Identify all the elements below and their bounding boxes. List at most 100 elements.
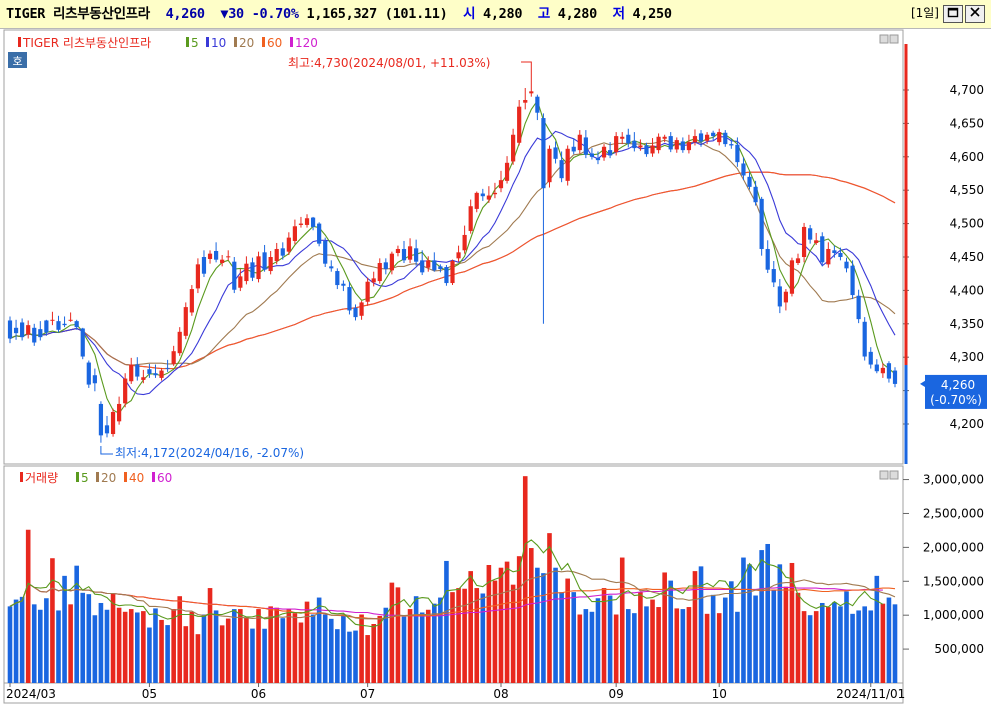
volume-bar [638,592,643,683]
candle-body [353,307,358,318]
candle-body [304,218,310,225]
candle-body [553,147,558,159]
candle-body [238,276,243,288]
vma5-line [9,539,884,628]
volume-bar [450,592,455,683]
volume-bar [134,612,140,683]
volume-bar [165,625,170,683]
window-controls: [1일] [909,5,985,23]
volume-bar [880,603,886,683]
candle-body [741,163,746,176]
candle-body [504,162,510,181]
candle-body [438,266,443,270]
volume-bar [516,556,522,683]
candle-body [717,132,722,143]
chart-area: 4,2004,2504,3004,3504,4004,4504,5004,550… [3,29,987,704]
candle-body [244,263,249,282]
volume-bar [310,614,316,683]
candle-body [783,291,788,303]
price-tick-label: 4,500 [950,217,984,231]
candle-body [820,236,825,263]
volume-bar [250,628,255,683]
volume-bar [353,630,358,683]
candle-body [420,260,425,273]
high-arrow [521,61,532,70]
low-annotation: 최저:4,172(2024/04/16, -2.07%) [115,446,304,460]
volume-bar [698,566,704,683]
volume-bar [383,607,389,683]
volume-bar [62,575,67,683]
volume-bar [850,613,855,683]
volume-legend-label: 60 [157,471,172,485]
candle-body [389,253,394,271]
candle-body [874,364,879,372]
restore-icon[interactable] [943,5,963,23]
volume-bar [80,592,86,683]
legend-swatch [262,37,265,47]
open-label: 시 [463,6,476,22]
candle-body [395,248,401,253]
candle-body [159,370,164,378]
volume-bar [650,599,655,683]
price-legend-label: 120 [295,36,318,50]
candle-body [892,370,898,384]
candle-body [432,260,437,271]
volume-bar [783,586,789,683]
candle-body [614,136,619,153]
volume-tick-label: 2,000,000 [923,540,984,554]
volume-value: 1,165,327 [306,6,378,22]
volume-bar [341,615,346,683]
volume-bar [886,597,892,683]
volume-bar [771,590,777,683]
volume-bar [777,564,783,683]
candle-body [765,248,770,270]
volume-bar [86,594,92,683]
volume-bar [510,584,516,683]
legend-swatch [20,472,23,482]
legend-swatch [186,37,189,47]
volume-tick-label: 2,500,000 [923,506,984,520]
volume-bar [128,609,134,683]
legend-swatch [124,472,127,482]
volume-bar [844,591,849,683]
candle-body [523,100,528,103]
legend-swatch [234,37,237,47]
candle-body [535,96,540,113]
candle-body [426,260,431,268]
close-icon[interactable] [965,5,985,23]
volume-bar [571,592,577,683]
low-label: 저 [612,6,625,22]
volume-bar [25,529,31,683]
volume-bar [522,476,528,683]
legend-swatch [18,37,21,47]
candle-body [383,262,388,270]
volume-bar [13,599,19,683]
candle-body [826,248,831,265]
candle-body [644,145,649,155]
volume-bar [116,607,122,683]
candle-body [98,403,104,436]
volume-bar [583,609,589,683]
period-button[interactable]: [1일] [910,6,939,20]
candle-body [777,286,782,307]
quote-summary: TIGER 리츠부동산인프라 4,260 ▼30 -0.70% 1,165,32… [6,0,672,28]
price-tick-label: 4,700 [950,83,984,97]
volume-bar [104,609,110,683]
candle-body [450,261,455,284]
candle-body [407,246,413,260]
candle-body [801,226,807,257]
candle-body [880,367,885,374]
volume-bar [419,612,425,683]
price-legend-label: 5 [191,36,199,50]
candle-body [704,134,710,141]
candle-body [371,278,376,283]
candle-body [711,132,716,137]
candle-body [50,319,55,321]
candle-body [492,192,498,195]
price-legend-label: 20 [239,36,254,50]
candle-body [92,375,97,384]
candle-body [862,321,867,357]
volume-bar [541,573,546,683]
candle-body [541,118,546,189]
volume-bar [601,588,607,683]
